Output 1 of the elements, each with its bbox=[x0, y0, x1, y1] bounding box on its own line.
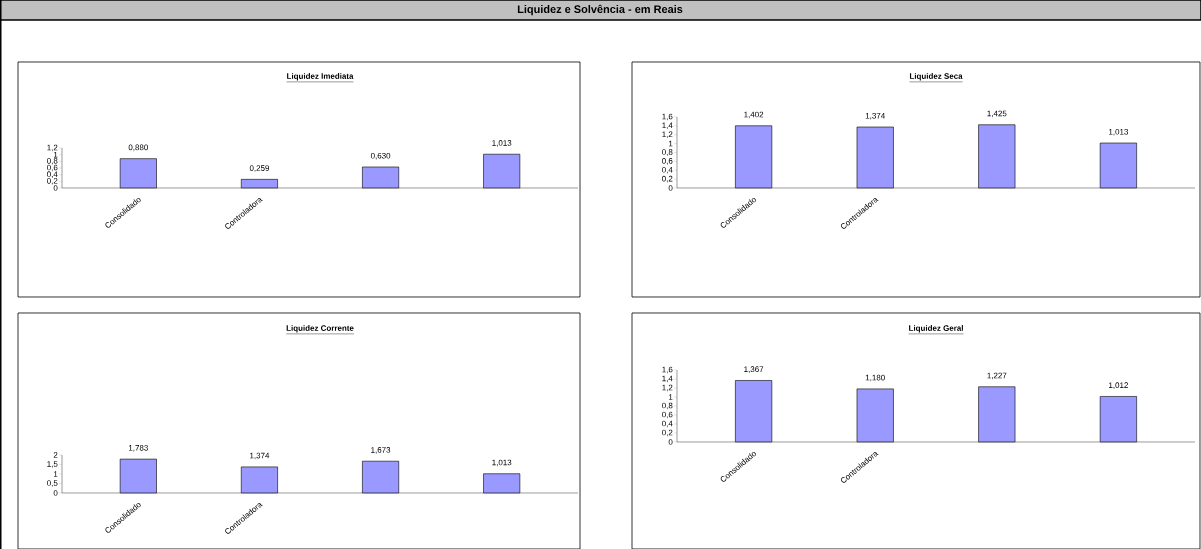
text: Liquidez e Solvência - em Reais bbox=[517, 4, 683, 16]
